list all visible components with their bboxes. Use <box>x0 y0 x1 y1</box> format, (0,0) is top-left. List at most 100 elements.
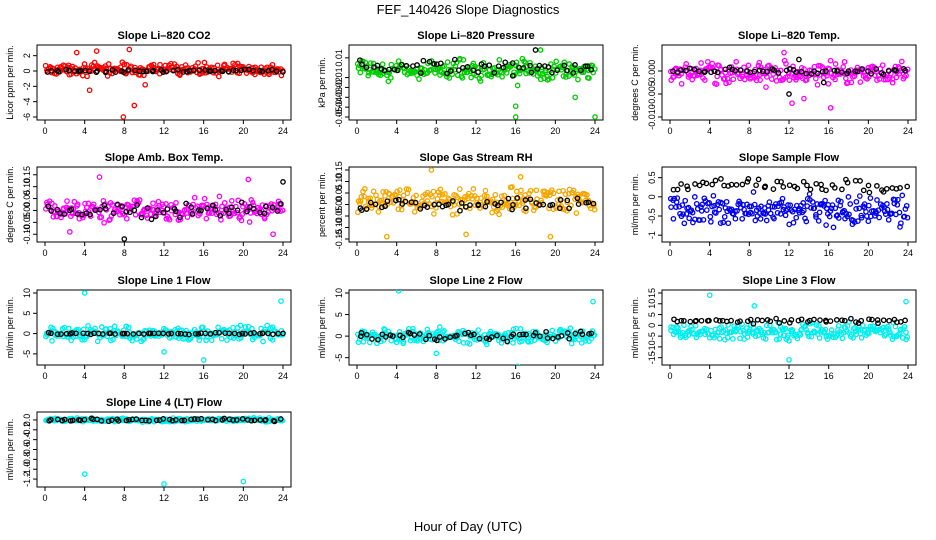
outlier-point <box>161 349 167 355</box>
data-point <box>358 330 365 336</box>
data-point <box>215 73 222 80</box>
y-tick-label: -0.10 <box>334 217 344 238</box>
data-point <box>770 186 777 192</box>
data-point <box>259 330 266 337</box>
data-point <box>680 211 686 218</box>
data-point <box>863 208 869 215</box>
y-tick-label: 10 <box>334 288 344 298</box>
data-point <box>718 324 724 330</box>
data-point <box>125 67 132 73</box>
data-point <box>449 211 456 218</box>
data-point <box>68 206 75 213</box>
data-point <box>771 215 777 222</box>
data-point <box>777 211 784 217</box>
data-point <box>239 416 246 422</box>
data-point <box>90 201 97 208</box>
data-point <box>723 80 729 87</box>
data-point <box>63 330 70 337</box>
data-point <box>716 335 723 342</box>
y-tick-label: 0.00 <box>334 196 344 214</box>
x-tick-label: 12 <box>784 248 794 258</box>
data-point <box>509 72 516 79</box>
data-point <box>800 178 807 185</box>
points-layer <box>355 290 598 365</box>
data-point <box>188 416 194 423</box>
data-point <box>513 202 519 208</box>
data-point <box>776 320 783 326</box>
data-point <box>708 218 714 225</box>
data-point <box>568 340 575 347</box>
data-point <box>520 65 527 71</box>
data-point <box>239 330 246 337</box>
data-point <box>482 203 489 210</box>
data-point <box>393 336 400 343</box>
data-point <box>852 177 859 184</box>
data-point <box>436 334 443 340</box>
data-point <box>375 209 382 215</box>
data-point <box>221 415 228 422</box>
outlier-point <box>131 102 138 109</box>
data-point <box>523 331 529 338</box>
data-point <box>516 70 523 77</box>
data-point <box>375 336 381 343</box>
data-point <box>85 322 91 329</box>
data-point <box>811 205 818 212</box>
data-point <box>132 211 139 218</box>
data-point <box>381 325 387 332</box>
data-point <box>208 337 215 344</box>
data-point <box>848 315 854 322</box>
data-point <box>668 204 674 210</box>
data-point <box>827 208 834 214</box>
data-point <box>703 180 710 187</box>
data-point <box>115 418 122 424</box>
x-tick-label: 20 <box>238 371 248 381</box>
data-point <box>269 337 276 343</box>
data-point <box>832 76 838 83</box>
data-point <box>823 222 829 228</box>
y-tick-label: -0.05 <box>334 107 344 128</box>
data-point <box>739 215 746 222</box>
x-tick-label: 16 <box>511 371 521 381</box>
x-tick-label: 20 <box>238 126 248 136</box>
data-point <box>793 69 800 76</box>
data-point <box>163 68 170 75</box>
data-point <box>584 63 591 69</box>
x-tick-label: 4 <box>82 248 87 258</box>
data-point <box>215 324 221 331</box>
data-point <box>468 192 475 199</box>
data-point <box>814 70 821 77</box>
outlier-point <box>121 236 128 242</box>
outlier-point <box>395 290 402 294</box>
outlier-point <box>278 298 284 304</box>
data-point <box>486 62 493 69</box>
data-point <box>865 182 872 189</box>
data-point <box>481 63 488 70</box>
y-tick-label: -0.5 <box>647 208 657 224</box>
data-point <box>160 416 167 422</box>
data-point <box>582 338 589 344</box>
data-point <box>431 211 437 217</box>
x-tick-label: 24 <box>590 248 600 258</box>
data-point <box>834 212 841 218</box>
panel-9: Slope Line 3 Flow 0 4 8 12 16 20 24 -15-10-5 0 5 10… <box>630 275 917 381</box>
y-tick-label: 0 <box>647 323 657 328</box>
x-tick-label: 20 <box>550 248 560 258</box>
data-point <box>706 200 713 206</box>
data-point <box>523 208 529 215</box>
data-point <box>904 334 911 340</box>
data-point <box>789 327 796 333</box>
data-point <box>494 332 500 339</box>
data-point <box>475 201 482 208</box>
data-point <box>570 70 577 76</box>
data-point <box>747 316 754 323</box>
data-point <box>745 62 752 69</box>
data-point <box>367 199 374 206</box>
data-point <box>752 333 759 340</box>
x-tick-label: 8 <box>434 126 439 136</box>
data-point <box>806 191 813 197</box>
data-point <box>160 330 167 337</box>
outlier-point <box>590 298 596 305</box>
data-point <box>412 199 419 206</box>
data-point <box>392 197 399 204</box>
x-tick-label: 16 <box>199 248 209 258</box>
